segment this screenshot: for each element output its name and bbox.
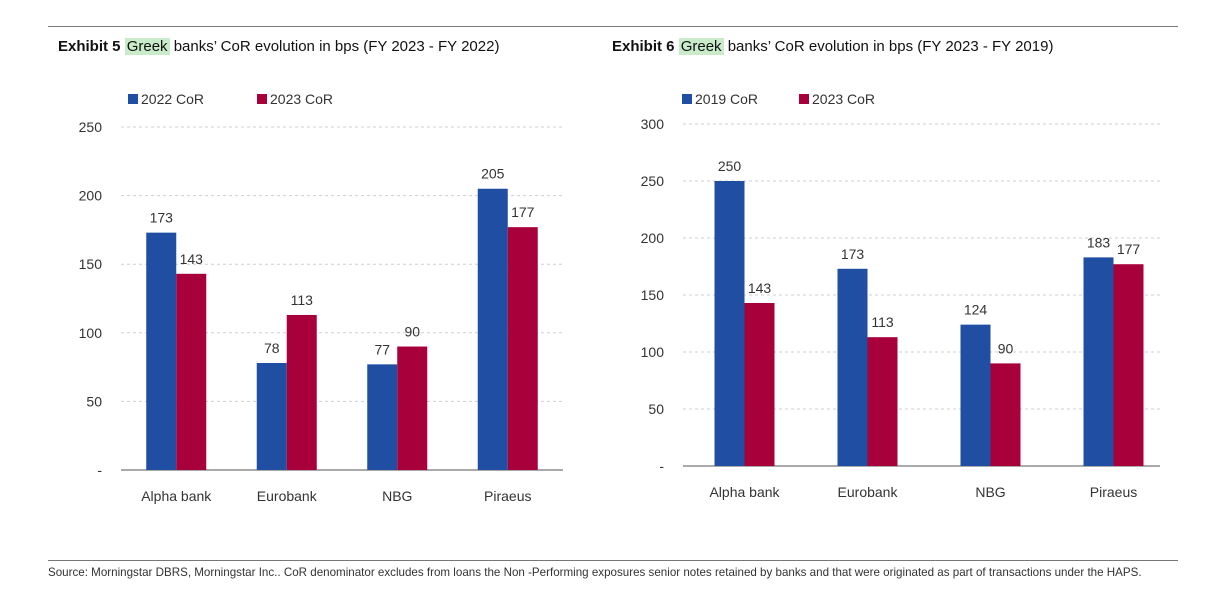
bar [286, 314, 317, 470]
x-tick-label: Eurobank [838, 484, 899, 500]
legend-label-1: 2022 CoR [141, 91, 204, 107]
exhibit-5-chart: 2022 CoR 2023 CoR - 50 100 150 200 250 173 143 Alp… [79, 91, 563, 504]
bar-value-label: 113 [291, 292, 314, 308]
bar [146, 232, 177, 470]
top-rule [48, 26, 1178, 27]
bar-value-label: 90 [998, 340, 1014, 356]
bar [837, 268, 868, 466]
exhibit-6-title-text: banks’ CoR evolution in bps (FY 2023 - F… [723, 38, 1054, 55]
bar-value-label: 250 [718, 158, 742, 174]
bar [507, 227, 538, 470]
y-tick-label: 50 [648, 401, 664, 417]
x-tick-label: Piraeus [1090, 484, 1137, 500]
source-note: Source: Morningstar DBRS, Morningstar In… [48, 566, 1142, 579]
exhibit-5-title-text: banks’ CoR evolution in bps (FY 2023 - F… [169, 38, 500, 55]
bar [367, 364, 398, 470]
legend-swatch-1 [128, 94, 138, 104]
bar-value-label: 77 [374, 341, 390, 357]
y-tick-label: 250 [641, 173, 665, 189]
exhibit-6-chart: 2019 CoR 2023 CoR - 50 100 150 200 250 300 250 143… [641, 91, 1160, 500]
y-tick-label: 300 [641, 116, 665, 132]
bar-value-label: 124 [964, 302, 988, 318]
legend-label-2: 2023 CoR [812, 91, 875, 107]
bottom-rule [48, 560, 1178, 561]
x-tick-label: Piraeus [484, 488, 531, 504]
bar-value-label: 205 [481, 166, 505, 182]
bar-value-label: 113 [871, 314, 894, 330]
bar [1113, 264, 1144, 466]
x-tick-label: Alpha bank [141, 488, 212, 504]
y-tick-label: 50 [86, 393, 102, 409]
x-tick-label: Eurobank [257, 488, 318, 504]
legend-swatch-2 [257, 94, 267, 104]
bar-value-label: 143 [748, 280, 772, 296]
y-tick-label: 200 [79, 188, 103, 204]
bar-value-label: 143 [180, 251, 204, 267]
y-tick-label: 200 [641, 230, 665, 246]
x-tick-label: Alpha bank [709, 484, 780, 500]
exhibit-5-title: Exhibit 5 Greek banks’ CoR evolution in … [58, 38, 499, 55]
legend-label-2: 2023 CoR [270, 91, 333, 107]
legend-swatch-1 [682, 94, 692, 104]
x-tick-label: NBG [382, 488, 412, 504]
bar-value-label: 177 [511, 204, 535, 220]
bar [1083, 257, 1114, 466]
bar [867, 337, 898, 466]
bar [990, 363, 1021, 466]
exhibit-6-label: Exhibit 6 [612, 38, 675, 55]
legend-label-1: 2019 CoR [695, 91, 758, 107]
y-tick-label: 150 [79, 256, 103, 272]
exhibit-5-label: Exhibit 5 [58, 38, 121, 55]
bar [744, 302, 775, 466]
bar [714, 181, 745, 466]
bar-value-label: 173 [841, 246, 865, 262]
bar [960, 324, 991, 466]
bar-value-label: 173 [150, 210, 174, 226]
y-tick-label: - [97, 462, 102, 478]
bar-value-label: 183 [1087, 234, 1111, 250]
exhibit-6-title: Exhibit 6 Greek banks’ CoR evolution in … [612, 38, 1053, 55]
y-tick-label: 100 [79, 325, 103, 341]
exhibit-6-highlight: Greek [678, 38, 724, 55]
y-tick-label: 250 [79, 119, 103, 135]
bar [256, 362, 287, 470]
x-tick-label: NBG [975, 484, 1005, 500]
exhibit-5-highlight: Greek [124, 38, 170, 55]
y-tick-label: 150 [641, 287, 665, 303]
bar-value-label: 90 [404, 324, 420, 340]
bar-value-label: 177 [1117, 241, 1141, 257]
bar-value-label: 78 [264, 340, 280, 356]
y-tick-label: - [659, 458, 664, 474]
bar [477, 188, 508, 470]
bar [176, 273, 207, 470]
y-tick-label: 100 [641, 344, 665, 360]
bar [397, 346, 428, 470]
legend-swatch-2 [799, 94, 809, 104]
